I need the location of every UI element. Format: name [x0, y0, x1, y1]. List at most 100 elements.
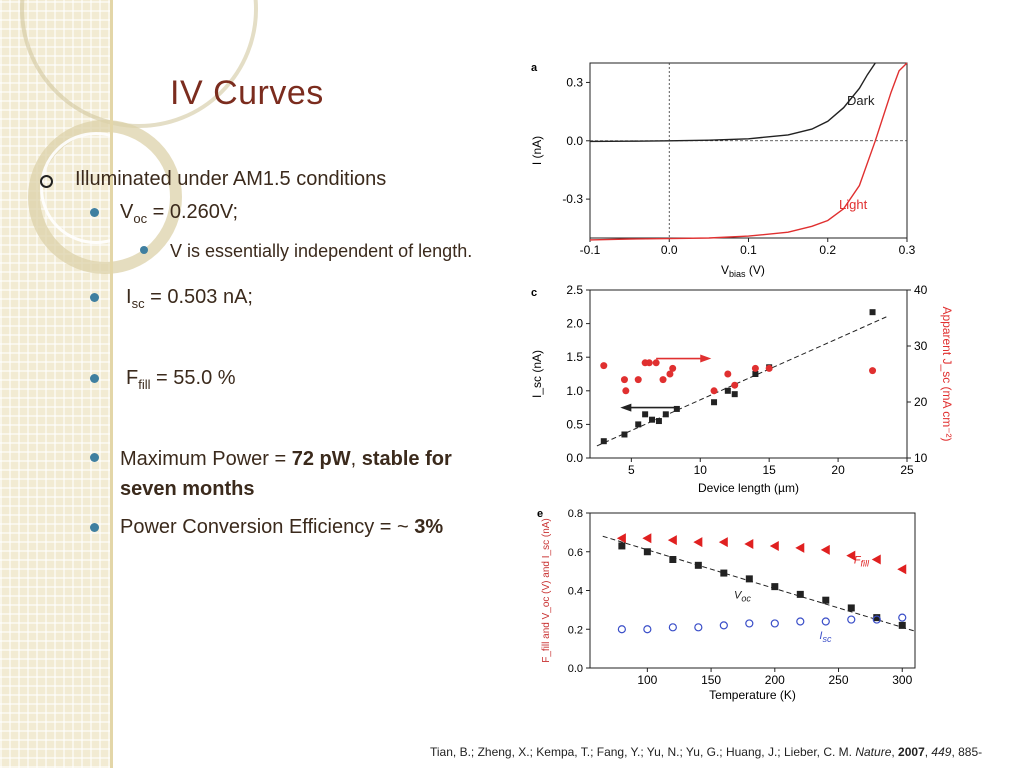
isc-point: [796, 617, 805, 626]
plot-frame: [589, 289, 908, 459]
y-axis-label: I (nA): [530, 136, 544, 165]
voc-point: [898, 621, 906, 629]
slide-title: IV Curves: [170, 74, 324, 112]
dot-bullet-icon: [90, 293, 99, 302]
x-tick-label: 0.3: [899, 243, 916, 257]
y-tick-label: 1.0: [566, 384, 583, 398]
jsc-point: [731, 381, 739, 389]
x-tick-label: 25: [900, 463, 914, 477]
ffill-point: [820, 544, 830, 555]
chart-panel-e: e 100 150 200 250 300 0.0 0.2 0.4 0.6 0.8 Temperatu…: [537, 508, 916, 702]
isc-point: [719, 621, 728, 630]
citation-sep: ,: [924, 745, 932, 759]
ffill-point: [769, 540, 779, 551]
y-tick-label: 0.0: [568, 663, 583, 675]
jsc-point: [869, 367, 877, 375]
dot-bullet-icon: [140, 246, 148, 254]
y-tick-label: 2.5: [566, 283, 583, 297]
x-axis-label: Vbias (V): [721, 263, 765, 279]
x-axis-label: Temperature (K): [709, 688, 796, 702]
isc-point: [869, 309, 876, 316]
x-tick-label: 5: [628, 463, 635, 477]
pmax-pre: Maximum Power =: [120, 448, 292, 470]
isc-point: [872, 615, 881, 624]
ffill-point: [846, 550, 856, 561]
left-axis-arrowhead: [620, 403, 632, 412]
y-tick-label: -0.3: [562, 192, 583, 206]
series-label-dark: Dark: [847, 93, 875, 108]
jsc-point: [620, 376, 628, 384]
isc-point: [821, 617, 830, 626]
voc-point: [643, 548, 651, 556]
voc-point: [822, 596, 830, 604]
ffill-point: [616, 533, 626, 544]
isc-point: [898, 613, 907, 622]
x-tick-label: 15: [762, 463, 776, 477]
bullet-pce: Power Conversion Efficiency = ~ 3%: [40, 514, 510, 541]
isc-point: [745, 619, 754, 628]
dot-bullet-icon: [90, 453, 99, 462]
jsc-point: [622, 387, 630, 395]
jsc-point: [600, 362, 608, 370]
isc-point: [621, 431, 628, 438]
citation-journal: Nature: [855, 745, 892, 759]
ffill-point: [693, 537, 703, 548]
isc-point: [662, 411, 669, 418]
y-tick-label: 0.8: [568, 508, 583, 520]
bullet-ff: Ffill = 55.0 %: [40, 365, 510, 398]
voc-point: [669, 556, 677, 563]
bullet-text: V is essentially independent of length.: [170, 241, 473, 261]
voc-sub: oc: [133, 211, 148, 226]
y-tick-label: 0.3: [566, 75, 583, 89]
sidebar-divider: [110, 0, 113, 768]
isc-point: [642, 411, 649, 418]
voc-value: = 0.260V;: [147, 201, 239, 223]
chart-panel-c: c 5 10 15 20 25 0.0 0.5 1.0 1.5 2.0 2.5 10 20 30 40 Devi…: [530, 283, 954, 495]
voc-label: V: [120, 201, 134, 223]
y-tick-label: 0.0: [566, 134, 583, 148]
ffill-point: [642, 533, 652, 544]
plot-frame: [589, 512, 916, 669]
voc-point: [771, 583, 779, 591]
x-tick-label: 0.2: [819, 243, 836, 257]
voc-point: [720, 569, 728, 577]
isc-value: = 0.503 nA;: [144, 286, 253, 308]
dot-bullet-icon: [90, 374, 99, 383]
y-right-tick-label: 10: [914, 451, 928, 465]
isc-point: [770, 619, 779, 628]
isc-point: [752, 371, 759, 377]
voc-point: [745, 575, 753, 583]
isc-point: [668, 623, 677, 632]
isc-point: [649, 416, 656, 423]
panel-letter: a: [531, 62, 538, 74]
y-right-axis-label: Apparent J_sc (mA cm⁻²): [940, 306, 954, 441]
jsc-point: [751, 364, 759, 372]
y-right-tick-label: 40: [914, 283, 928, 297]
isc-point: [655, 418, 662, 425]
pce-value: 3%: [414, 516, 444, 538]
citation: Tian, B.; Zheng, X.; Kempa, T.; Fang, Y.…: [430, 745, 982, 759]
ff-sub: fill: [138, 377, 151, 392]
series-label-voc: Voc: [734, 589, 751, 603]
cropped-panel-edge: [962, 60, 972, 170]
jsc-point: [652, 359, 660, 367]
voc-point: [694, 561, 702, 569]
y-tick-label: 2.0: [566, 317, 583, 331]
x-tick-label: 100: [637, 673, 657, 687]
x-axis-label: Device length (µm): [698, 481, 799, 495]
bullet-pmax: Maximum Power = 72 pW, stable for seven …: [40, 444, 510, 504]
dot-bullet-icon: [90, 208, 99, 217]
hollow-bullet-icon: [40, 175, 53, 188]
ffill-point: [871, 554, 881, 565]
isc-label: I: [126, 286, 132, 308]
y-right-tick-label: 20: [914, 395, 928, 409]
isc-point: [635, 421, 642, 428]
jsc-point: [634, 376, 642, 384]
bullet-text: Illuminated under AM1.5 conditions: [75, 168, 387, 190]
right-axis-arrowhead: [700, 354, 712, 363]
jsc-point: [710, 387, 718, 395]
bullet-list: Illuminated under AM1.5 conditions Voc =…: [40, 168, 510, 541]
jsc-point: [666, 370, 674, 378]
voc-point: [796, 590, 804, 598]
series-label-light: Light: [839, 197, 868, 212]
